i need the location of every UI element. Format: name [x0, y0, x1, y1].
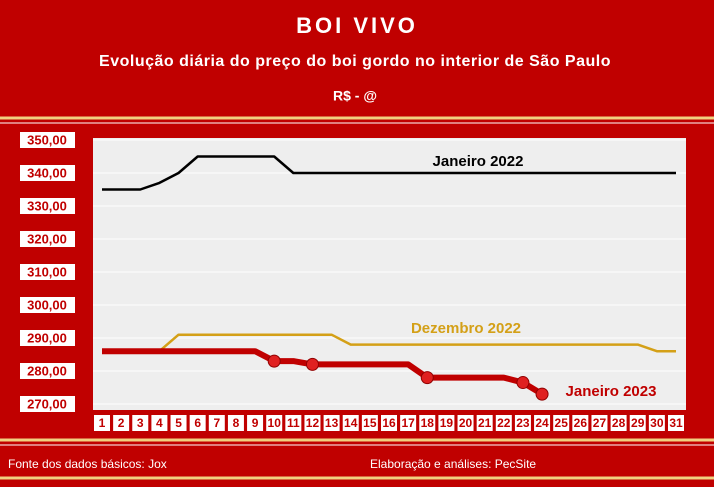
point-marker — [535, 387, 549, 401]
x-tick-label: 9 — [252, 416, 259, 430]
x-tick-box — [610, 415, 627, 431]
x-tick-label: 22 — [497, 416, 511, 430]
x-tick-label: 10 — [268, 416, 282, 430]
point-marker — [420, 371, 434, 385]
x-tick-box — [476, 415, 493, 431]
series-line — [102, 155, 676, 191]
x-tick-box — [285, 415, 302, 431]
x-tick-box — [629, 415, 646, 431]
x-tick-label: 23 — [516, 416, 530, 430]
y-tick-label: 290,00 — [27, 330, 67, 345]
x-tick-label: 5 — [175, 416, 182, 430]
x-tick-label: 24 — [535, 416, 549, 430]
x-tick-label: 3 — [137, 416, 144, 430]
x-tick-label: 1 — [99, 416, 106, 430]
x-tick-label: 12 — [306, 416, 320, 430]
x-tick-box — [419, 415, 436, 431]
x-tick-label: 17 — [401, 416, 415, 430]
x-tick-box — [514, 415, 531, 431]
x-tick-box — [381, 415, 397, 431]
y-tick-box — [20, 297, 75, 313]
x-tick-label: 15 — [363, 416, 377, 430]
y-tick-box — [20, 132, 75, 148]
series-line — [102, 333, 676, 353]
x-tick-box — [304, 415, 321, 431]
x-tick-box — [591, 415, 608, 431]
x-tick-box — [668, 415, 684, 431]
point-marker — [305, 357, 319, 371]
series-label: Dezembro 2022 — [411, 320, 521, 337]
x-tick-label: 2 — [118, 416, 125, 430]
x-tick-label: 31 — [669, 416, 683, 430]
series-label: Janeiro 2023 — [566, 383, 657, 400]
x-tick-box — [572, 415, 589, 431]
y-tick-label: 330,00 — [27, 198, 67, 213]
y-tick-label: 310,00 — [27, 264, 67, 279]
x-tick-label: 29 — [631, 416, 645, 430]
x-tick-box — [534, 415, 551, 431]
x-tick-box — [323, 415, 340, 431]
x-tick-box — [438, 415, 455, 431]
x-tick-label: 28 — [612, 416, 626, 430]
y-tick-box — [20, 363, 75, 379]
x-tick-box — [151, 415, 168, 431]
plot-area — [93, 138, 686, 410]
x-tick-box — [132, 415, 149, 431]
x-tick-box — [342, 415, 359, 431]
x-tick-label: 21 — [478, 416, 492, 430]
x-tick-box — [648, 415, 665, 431]
y-tick-box — [20, 231, 75, 247]
series-line — [102, 348, 544, 397]
x-tick-label: 19 — [440, 416, 454, 430]
x-tick-box — [400, 415, 417, 431]
y-tick-label: 340,00 — [27, 165, 67, 180]
y-tick-box — [20, 264, 75, 280]
x-tick-box — [113, 415, 130, 431]
y-tick-box — [20, 198, 75, 214]
x-tick-box — [227, 415, 244, 431]
x-tick-label: 14 — [344, 416, 358, 430]
x-tick-label: 18 — [421, 416, 435, 430]
x-tick-label: 25 — [555, 416, 569, 430]
x-tick-label: 8 — [233, 416, 240, 430]
x-tick-label: 27 — [593, 416, 607, 430]
chart-title: BOI VIVO — [296, 13, 418, 38]
y-tick-label: 350,00 — [27, 132, 67, 147]
x-tick-label: 6 — [194, 416, 201, 430]
x-tick-box — [361, 415, 378, 431]
x-tick-label: 16 — [382, 416, 396, 430]
x-tick-box — [189, 415, 206, 431]
y-tick-box — [20, 330, 75, 346]
y-tick-box — [20, 396, 75, 412]
x-tick-box — [495, 415, 512, 431]
source: Fonte dos dados básicos: Jox — [8, 457, 167, 471]
x-tick-label: 30 — [650, 416, 664, 430]
x-tick-box — [170, 415, 187, 431]
y-tick-label: 320,00 — [27, 231, 67, 246]
x-tick-box — [457, 415, 474, 431]
x-tick-label: 20 — [459, 416, 473, 430]
unit-label: R$ - @ — [333, 88, 377, 104]
y-tick-label: 280,00 — [27, 363, 67, 378]
chart-subtitle: Evolução diária do preço do boi gordo no… — [99, 53, 611, 70]
x-tick-label: 7 — [213, 416, 220, 430]
y-tick-label: 300,00 — [27, 297, 67, 312]
x-tick-label: 4 — [156, 416, 163, 430]
x-tick-box — [94, 415, 110, 431]
y-tick-label: 270,00 — [27, 396, 67, 411]
x-tick-box — [553, 415, 570, 431]
x-tick-label: 26 — [574, 416, 588, 430]
x-tick-label: 11 — [287, 416, 300, 430]
series-label: Janeiro 2022 — [433, 153, 524, 170]
x-tick-label: 13 — [325, 416, 339, 430]
x-tick-box — [208, 415, 225, 431]
point-marker — [267, 354, 281, 368]
x-tick-box — [266, 415, 283, 431]
x-tick-box — [247, 415, 264, 431]
point-marker — [516, 376, 530, 390]
credit: Elaboração e análises: PecSite — [370, 457, 536, 471]
y-tick-box — [20, 165, 75, 181]
